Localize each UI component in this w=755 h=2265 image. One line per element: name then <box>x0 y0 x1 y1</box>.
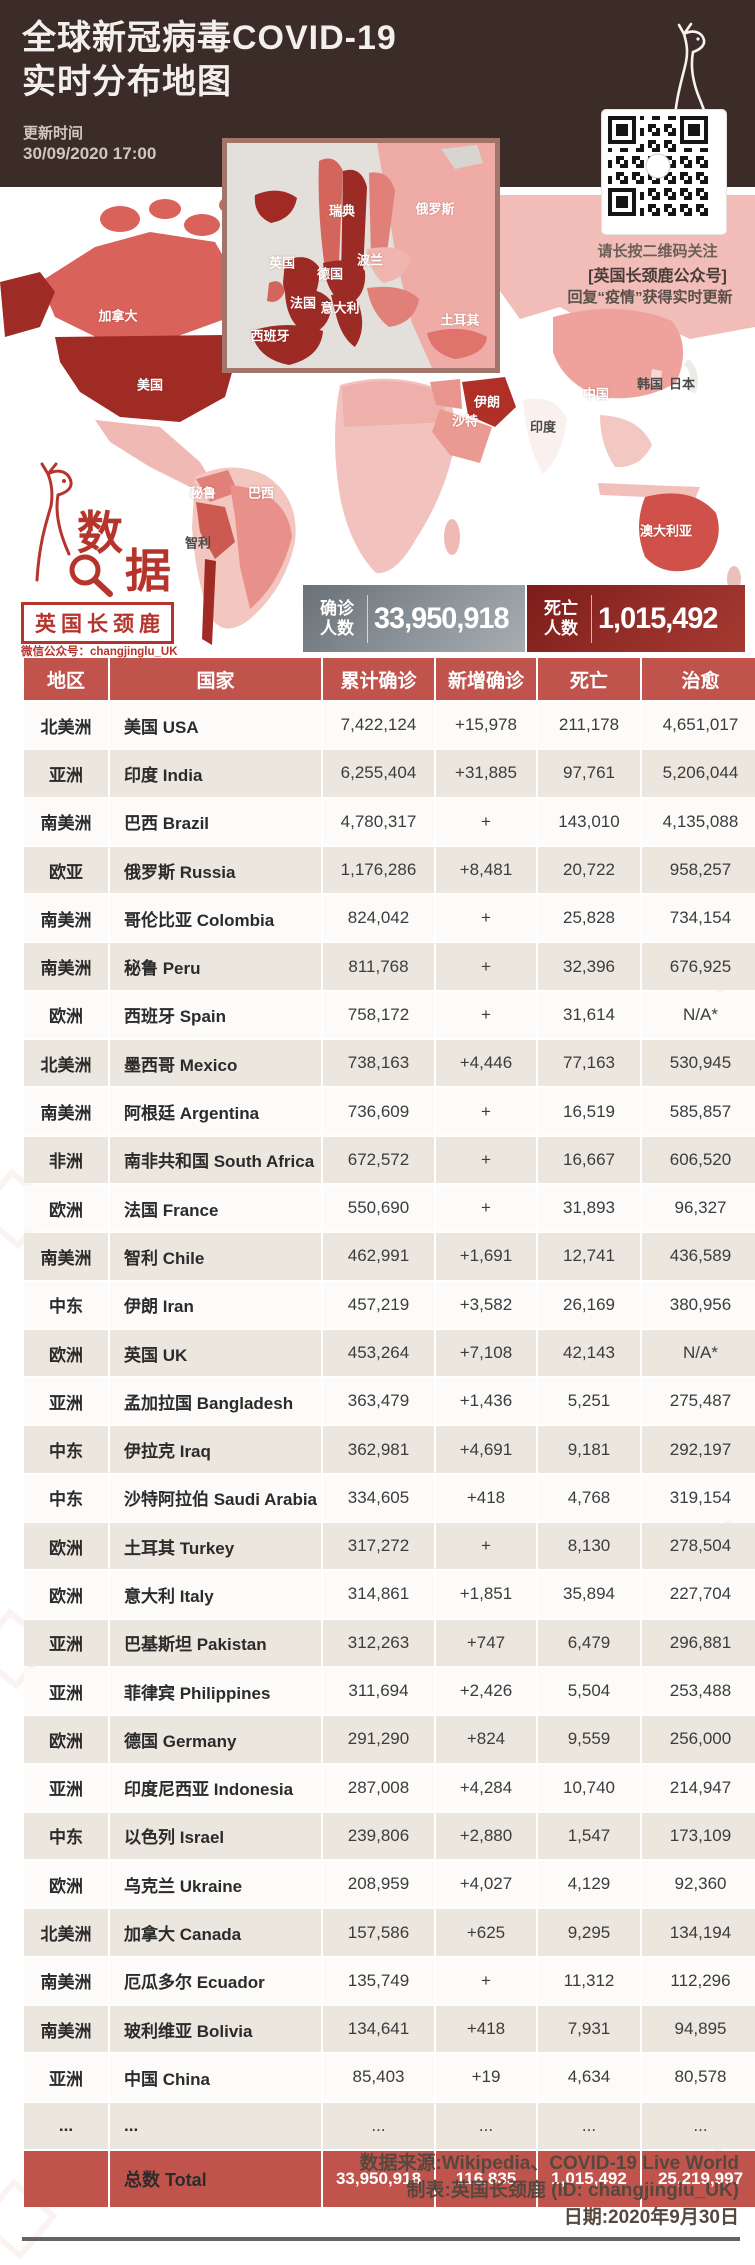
table-row: 中东 伊朗 Iran 457,219 +3,582 26,169 380,956 <box>24 1281 755 1328</box>
table-row: 亚洲 印度尼西亚 Indonesia 287,008 +4,284 10,740 214,… <box>24 1764 755 1811</box>
covid-table-section: 地区 国家 累计确诊 新增确诊 死亡 治愈 北美洲 美国 USA 7,422,124 +15,97… <box>22 656 755 2209</box>
table-row: 南美洲 巴西 Brazil 4,780,317 +143,010 4,135,088 <box>24 798 755 845</box>
divider <box>22 2237 740 2241</box>
deaths-label: 死亡 人数 <box>544 598 578 638</box>
qr-caption: 请长按二维码关注 <box>597 243 718 260</box>
brand-wechat-id: 微信公众号：changjinglu_UK <box>21 646 178 658</box>
table-row: 欧洲 法国 France 550,690 +31,893 96,327 <box>24 1184 755 1232</box>
update-time-value: 30/09/2020 17:00 <box>23 144 157 163</box>
confirmed-stat: 确诊 人数 33,950,918 <box>303 585 525 652</box>
table-row: 欧洲 乌克兰 Ukraine 208,959 +4,027 4,129 92,360 <box>24 1861 755 1908</box>
title-line-1: 全球新冠病毒COVID-19 <box>22 19 397 57</box>
table-row: 欧洲 土耳其 Turkey 317,272 +8,130 278,504 <box>24 1523 755 1570</box>
table-row: .................. <box>24 2102 755 2149</box>
qr-reply-tip: 回复“疫情”获得实时更新 <box>567 289 733 306</box>
credit: 制表:英国长颈鹿 (ID: changjinglu_UK) <box>406 2180 739 2201</box>
qr-code <box>602 110 726 234</box>
update-time-label: 更新时间 <box>23 125 84 142</box>
stat-divider <box>367 594 368 643</box>
brand-name: 英国长颈鹿 <box>21 602 174 644</box>
giraffe-sketch-icon <box>35 462 113 597</box>
table-row: 北美洲 墨西哥 Mexico 738,163 +4,446 77,163 530,945 <box>24 1040 755 1087</box>
table-row: 欧洲 德国 Germany 291,290 +824 9,559 256,000 <box>24 1716 755 1763</box>
column-header: 地区 <box>24 658 108 700</box>
qr-account-name: [英国长颈鹿公众号] <box>588 268 727 285</box>
date: 日期:2020年9月30日 <box>563 2207 739 2228</box>
table-row: 北美洲 加拿大 Canada 157,586 +625 9,295 134,194 <box>24 1909 755 1956</box>
qr-code-pattern <box>608 116 708 216</box>
table-row: 欧亚 俄罗斯 Russia 1,176,286 +8,481 20,722 958,257 <box>24 846 755 894</box>
table-row: 亚洲 中国 China 85,403 +19 4,634 80,578 <box>24 2054 755 2101</box>
confirmed-value: 33,950,918 <box>374 601 510 635</box>
table-row: 南美洲 玻利维亚 Bolivia 134,641 +418 7,931 94,895 <box>24 2006 755 2053</box>
table-row: 南美洲 阿根廷 Argentina 736,609 +16,519 585,857 <box>24 1088 755 1135</box>
column-header: 新增确诊 <box>436 658 536 700</box>
title-line-2: 实时分布地图 <box>22 63 232 101</box>
table-header-row: 地区 国家 累计确诊 新增确诊 死亡 治愈 <box>24 658 755 700</box>
summary-stats: 确诊 人数 33,950,918 死亡 人数 1,015,492 <box>303 585 745 652</box>
footer: 数据来源:Wikipedia、COVID-19 Live World 制表:英国… <box>139 2150 739 2231</box>
brand-char-1: 数 <box>77 507 123 559</box>
deaths-stat: 死亡 人数 1,015,492 <box>527 585 745 652</box>
table-row: 欧洲 意大利 Italy 314,861 +1,851 35,894 227,704 <box>24 1571 755 1618</box>
brand-char-2: 据 <box>125 545 171 597</box>
table-row: 欧洲 西班牙 Spain 758,172 +31,614 N/A* <box>24 991 755 1039</box>
column-header: 治愈 <box>642 658 755 700</box>
deaths-value: 1,015,492 <box>598 601 718 635</box>
table-row: 南美洲 哥伦比亚 Colombia 824,042 +25,828 734,154 <box>24 895 755 942</box>
total-row: 总数 Total 33,950,918 116,835 1,015,492 25,219… <box>24 2150 755 2207</box>
table-row: 北美洲 美国 USA 7,422,124 +15,978 211,178 4,651,01… <box>24 702 755 749</box>
table-row: 亚洲 菲律宾 Philippines 311,694 +2,426 5,504 253,4… <box>24 1667 755 1715</box>
covid-data-table: 地区 国家 累计确诊 新增确诊 死亡 治愈 北美洲 美国 USA 7,422,124 +15,97… <box>22 656 755 2209</box>
column-header: 国家 <box>110 658 321 700</box>
table-row: 南美洲 智利 Chile 462,991 +1,691 12,741 436,589 <box>24 1233 755 1280</box>
table-row: 欧洲 英国 UK 453,264 +7,108 42,143 N/A* <box>24 1329 755 1377</box>
table-row: 中东 伊拉克 Iraq 362,981 +4,691 9,181 292,197 <box>24 1426 755 1473</box>
table-row: 非洲 南非共和国 South Africa 672,572 +16,667 606,52… <box>24 1136 755 1183</box>
table-row: 亚洲 孟加拉国 Bangladesh 363,479 +1,436 5,251 275,4… <box>24 1378 755 1425</box>
table-row: 中东 沙特阿拉伯 Saudi Arabia 334,605 +418 4,768 319,… <box>24 1474 755 1522</box>
table-row: 中东 以色列 Israel 239,806 +2,880 1,547 173,109 <box>24 1812 755 1860</box>
europe-inset-svg <box>227 143 495 368</box>
table-row: 亚洲 印度 India 6,255,404 +31,885 97,761 5,206,04… <box>24 750 755 797</box>
europe-inset-map: 瑞典 俄罗斯 英国 波兰 德国 法国 意大利 西班牙 土耳其 <box>222 138 500 373</box>
table-row: 南美洲 厄瓜多尔 Ecuador 135,749 +11,312 112,296 <box>24 1957 755 2005</box>
giraffe-logo-icon <box>672 22 717 130</box>
data-source: 数据来源:Wikipedia、COVID-19 Live World <box>359 2153 739 2174</box>
confirmed-label: 确诊 人数 <box>320 598 354 638</box>
table-row: 南美洲 秘鲁 Peru 811,768 +32,396 676,925 <box>24 943 755 990</box>
page-title: 全球新冠病毒COVID-19 实时分布地图 <box>22 16 397 104</box>
stat-divider <box>591 594 592 643</box>
column-header: 死亡 <box>538 658 640 700</box>
table-row: 亚洲 巴基斯坦 Pakistan 312,263 +747 6,479 296,881 <box>24 1619 755 1666</box>
brand-logo: 数 据 英国长颈鹿 微信公众号：changjinglu_UK <box>15 462 195 658</box>
column-header: 累计确诊 <box>323 658 434 700</box>
